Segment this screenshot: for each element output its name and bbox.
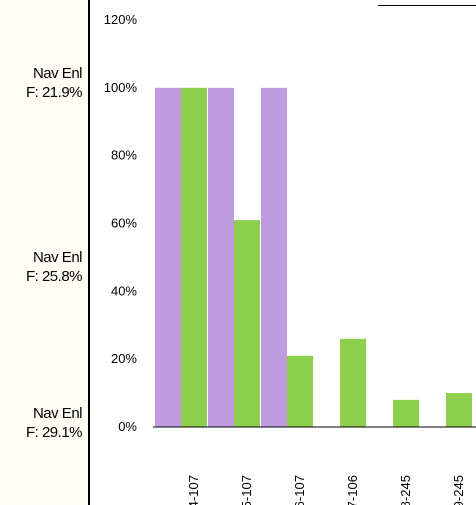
x-category-label: E7-106 — [345, 475, 360, 505]
side-label-3-line2: F: 29.1% — [25, 424, 83, 441]
y-tick-label: 100% — [104, 80, 138, 95]
y-tick-label: 120% — [104, 12, 138, 27]
side-label-3-line1: Nav Enl — [32, 405, 83, 422]
y-tick-label: 20% — [111, 351, 137, 366]
side-label-2: Nav Enl F: 25.8% — [25, 248, 83, 286]
bar-e6-107-series-2 — [287, 355, 313, 427]
y-tick-label: 60% — [111, 216, 137, 231]
bar-e5-107-series-2 — [234, 220, 260, 427]
bar-e9-245-series-2 — [446, 393, 472, 427]
y-tick-label: 80% — [111, 148, 137, 163]
bar-e6-107-series-1 — [261, 87, 287, 427]
chart-title-underline — [378, 0, 476, 6]
bars — [155, 87, 472, 427]
side-label-3: Nav Enl F: 29.1% — [25, 404, 83, 442]
x-axis-labels: E4-107 E5-107 E6-107 E7-106 E8-245 E9-245 — [186, 475, 466, 505]
bar-e7-106-series-2 — [340, 338, 366, 427]
bar-e4-107-series-2 — [181, 87, 207, 427]
y-tick-label: 0% — [118, 419, 137, 434]
side-label-1-line2: F: 21.9% — [25, 84, 83, 101]
bar-e8-245-series-2 — [393, 399, 419, 427]
x-category-label: E8-245 — [398, 475, 413, 505]
x-category-label: E4-107 — [186, 475, 201, 505]
y-tick-label: 40% — [111, 283, 137, 298]
side-panel: Nav Enl F: 21.9% Nav Enl F: 25.8% Nav En… — [0, 0, 90, 505]
bar-e5-107-series-1 — [208, 87, 234, 427]
side-label-2-line1: Nav Enl — [32, 249, 83, 266]
y-axis-ticks: 0% 20% 40% 60% 80% 100% 120% — [104, 12, 138, 434]
bar-e4-107-series-1 — [155, 87, 181, 427]
side-label-1: Nav Enl F: 21.9% — [25, 64, 83, 102]
x-category-label: E9-245 — [451, 475, 466, 505]
side-label-2-line2: F: 25.8% — [25, 268, 83, 285]
x-category-label: E5-107 — [239, 475, 254, 505]
side-label-1-line1: Nav Enl — [32, 65, 83, 82]
x-category-label: E6-107 — [292, 475, 307, 505]
